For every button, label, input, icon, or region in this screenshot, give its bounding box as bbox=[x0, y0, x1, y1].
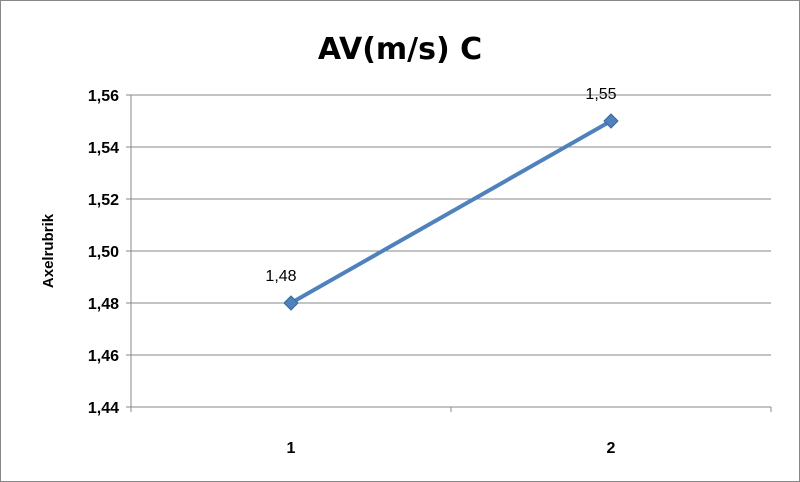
series-line bbox=[289, 119, 613, 305]
x-tick-label: 1 bbox=[287, 440, 296, 457]
y-tick-label: 1,56 bbox=[88, 88, 119, 105]
x-tick-label: 2 bbox=[607, 440, 616, 457]
y-tick-label: 1,46 bbox=[88, 348, 119, 365]
data-label: 1,48 bbox=[265, 268, 296, 285]
data-label: 1,55 bbox=[585, 86, 616, 103]
data-point-marker bbox=[283, 295, 299, 311]
y-tick-label: 1,50 bbox=[88, 244, 119, 261]
data-point-marker bbox=[603, 113, 619, 129]
y-axis-label: Axelrubrik bbox=[40, 213, 57, 288]
labels: 1,44 1,46 1,48 1,50 1,52 1,54 1,56 1 2 1,48 1,55 bbox=[88, 86, 617, 457]
series bbox=[283, 113, 619, 311]
y-tick-label: 1,54 bbox=[88, 140, 119, 157]
y-tick-label: 1,44 bbox=[88, 400, 119, 417]
y-tick-label: 1,52 bbox=[88, 192, 119, 209]
chart-title: AV(m/s) C bbox=[318, 32, 482, 67]
y-tick-label: 1,48 bbox=[88, 296, 119, 313]
axes bbox=[126, 94, 772, 412]
gridlines bbox=[131, 94, 771, 408]
